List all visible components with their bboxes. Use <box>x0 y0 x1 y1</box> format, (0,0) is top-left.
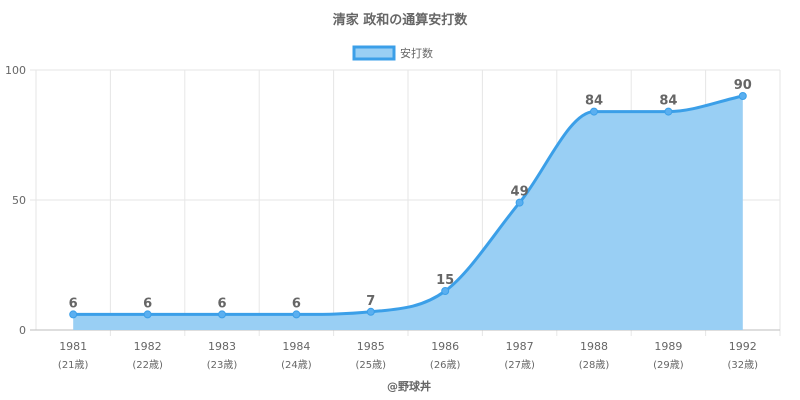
data-label: 84 <box>659 94 677 109</box>
series-line <box>73 94 744 316</box>
x-tick-sublabel: (28歳) <box>579 359 610 371</box>
x-tick-label: 1981 <box>59 340 87 353</box>
data-point <box>515 198 524 207</box>
x-tick-label: 1982 <box>134 340 162 353</box>
x-tick-sublabel: (27歳) <box>504 359 535 371</box>
x-tick-label: 1983 <box>208 340 236 353</box>
x-tick-sublabel: (29歳) <box>653 359 684 371</box>
x-tick-label: 1985 <box>357 340 385 353</box>
x-tick-sublabel: (23歳) <box>207 359 238 371</box>
x-tick-label: 1984 <box>282 340 310 353</box>
x-axis: 1981 (21歳) 1982 (22歳) 1983 (23歳) 1984 (24歳) 1985… <box>58 340 758 371</box>
data-label: 6 <box>143 296 152 311</box>
data-point <box>143 310 152 319</box>
x-tick-sublabel: (24歳) <box>281 359 312 371</box>
data-point <box>590 107 598 116</box>
x-tick-sublabel: (21歳) <box>58 359 89 371</box>
legend-swatch <box>352 45 396 61</box>
y-tick-label: 0 <box>19 324 26 337</box>
chart-title: 清家 政和の通算安打数 <box>333 12 469 28</box>
y-tick-label: 50 <box>12 194 26 207</box>
x-tick-label: 1989 <box>654 340 682 353</box>
legend[interactable]: 安打数 <box>352 45 433 61</box>
credit-text: @野球丼 <box>387 379 431 393</box>
x-tick-sublabel: (25歳) <box>356 359 387 371</box>
x-tick-sublabel: (32歳) <box>728 359 759 371</box>
x-tick-sublabel: (22歳) <box>132 359 163 371</box>
data-label: 6 <box>69 296 78 311</box>
data-point <box>292 310 301 319</box>
x-tick-label: 1986 <box>431 340 459 353</box>
data-label: 7 <box>366 294 375 309</box>
data-point <box>441 287 450 295</box>
x-tick-sublabel: (26歳) <box>430 359 461 371</box>
legend-label: 安打数 <box>400 46 433 60</box>
y-axis: 0 50 100 <box>5 64 26 337</box>
data-label: 84 <box>585 94 603 109</box>
data-label: 6 <box>292 296 301 311</box>
data-point <box>218 310 226 319</box>
x-tick-label: 1987 <box>506 340 534 353</box>
series-area-fill <box>73 96 743 330</box>
series-hits <box>69 92 747 330</box>
data-point <box>366 307 375 316</box>
x-tick-label: 1988 <box>580 340 608 353</box>
data-point <box>664 107 673 116</box>
x-tick-label: 1992 <box>729 340 757 353</box>
data-point <box>69 310 78 319</box>
data-labels: 6 6 6 6 7 15 49 84 84 90 <box>69 78 752 311</box>
y-tick-label: 100 <box>5 64 26 77</box>
data-label: 6 <box>217 296 226 311</box>
data-label: 90 <box>734 78 752 93</box>
data-label: 49 <box>511 185 529 200</box>
data-label: 15 <box>436 273 454 288</box>
data-point <box>738 92 747 100</box>
